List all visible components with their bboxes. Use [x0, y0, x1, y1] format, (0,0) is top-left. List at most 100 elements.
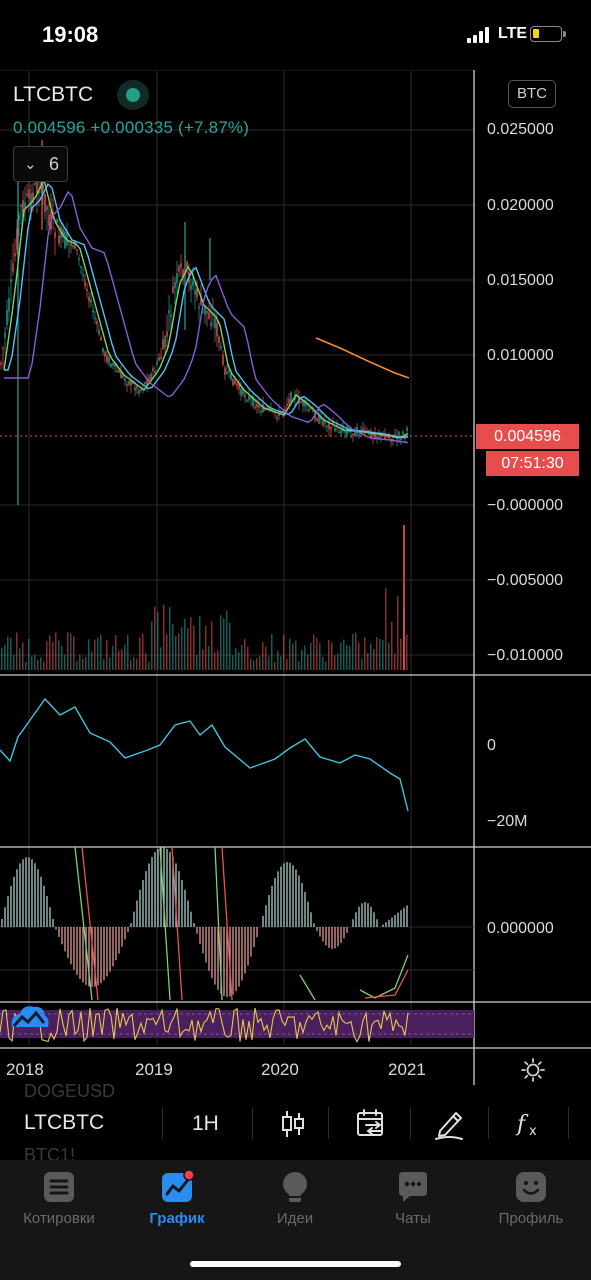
volume-bar — [112, 645, 114, 670]
volume-bar — [349, 645, 351, 670]
candle-body — [6, 309, 8, 326]
candle-body — [170, 314, 172, 317]
change-value: +0.000335 — [90, 118, 174, 137]
candle-body — [14, 252, 16, 257]
price-chart[interactable] — [0, 70, 591, 1085]
candle-body — [44, 193, 46, 212]
candle-body — [130, 379, 132, 386]
volume-bar — [19, 648, 21, 670]
candle-body — [116, 370, 118, 373]
volume-bar — [322, 656, 324, 670]
candle-body — [76, 249, 78, 251]
chart-toolbar: DOGEUSD BTC1! LTCBTC 1H f x — [0, 1081, 591, 1165]
volume-bar — [328, 639, 330, 670]
candle-body — [346, 429, 348, 435]
volume-bar — [376, 637, 378, 670]
candle-body — [286, 404, 288, 406]
tab-profile[interactable]: Профиль — [472, 1170, 590, 1240]
volume-bar — [274, 661, 276, 670]
volume-bar — [49, 635, 51, 670]
market-status-dot — [117, 80, 149, 110]
candle-body — [222, 355, 224, 365]
candle-body — [352, 433, 354, 436]
volume-bar — [130, 659, 132, 670]
candle-body — [354, 428, 356, 437]
volume-bar — [55, 632, 57, 670]
candle-body — [260, 410, 262, 413]
volume-bar — [85, 656, 87, 670]
candle-body — [336, 424, 338, 427]
compare-icon[interactable] — [354, 1107, 388, 1141]
price-change: 0.004596 +0.000335 (+7.87%) — [13, 118, 249, 138]
candle-body — [240, 388, 242, 396]
volume-bar — [214, 652, 216, 670]
candle-body — [36, 180, 38, 193]
chart-area[interactable]: LTCBTC 0.004596 +0.000335 (+7.87%) ⌄ 6 B… — [0, 70, 591, 1085]
interval-selector[interactable]: 1H — [192, 1112, 219, 1135]
candle-body — [110, 363, 112, 367]
status-bar: 19:08 LTE — [0, 0, 591, 70]
volume-bar — [400, 638, 402, 670]
candle-body — [18, 214, 20, 221]
tab-ideas[interactable]: Идеи — [236, 1170, 354, 1240]
volume-bar — [298, 661, 300, 670]
candle-body — [338, 431, 340, 434]
volume-bar — [268, 656, 270, 670]
chart-symbol[interactable]: LTCBTC — [13, 83, 94, 106]
volume-bar — [157, 611, 159, 670]
volume-bar — [154, 606, 156, 670]
candle-body — [198, 306, 200, 309]
candle-body — [194, 290, 196, 295]
candle-body — [396, 436, 398, 440]
currency-badge[interactable]: BTC — [508, 80, 556, 108]
volume-bar — [244, 639, 246, 670]
last-price: 0.004596 — [13, 118, 86, 137]
indicators-toggle-button[interactable]: ⌄ 6 — [13, 146, 68, 182]
volume-bar — [16, 632, 18, 670]
candle-body — [344, 430, 346, 433]
volume-bar — [286, 658, 288, 670]
volume-bar — [190, 617, 192, 670]
candle-body — [70, 242, 72, 246]
volume-bar — [388, 642, 390, 670]
volume-bar — [184, 618, 186, 670]
indicators-fx-icon[interactable]: f x — [512, 1107, 546, 1141]
candle-body — [66, 231, 68, 246]
price-axis-label: −0.000000 — [487, 497, 564, 514]
tab-chart[interactable]: График — [118, 1170, 236, 1240]
volume-bar — [43, 661, 45, 670]
candle-body — [330, 427, 332, 430]
candle-body — [372, 433, 374, 437]
volume-bar — [352, 633, 354, 670]
candle-body — [178, 266, 180, 272]
candle-body — [300, 401, 302, 404]
candle-body — [2, 347, 4, 350]
candle-body — [122, 375, 124, 378]
symbol-selector[interactable]: LTCBTC — [24, 1111, 105, 1134]
settings-gear-icon[interactable] — [520, 1057, 546, 1083]
candle-body — [152, 368, 154, 372]
tab-label: График — [149, 1210, 205, 1227]
volume-bar — [136, 658, 138, 670]
candle-body — [124, 378, 126, 382]
candle-body — [196, 288, 198, 297]
price-axis-label: 0.015000 — [487, 272, 554, 289]
volume-bar — [118, 651, 120, 670]
candle-body — [264, 409, 266, 411]
candle-body — [136, 385, 138, 389]
tab-chats[interactable]: Чаты — [354, 1170, 472, 1240]
volume-bar — [307, 654, 309, 670]
tab-quotes[interactable]: Котировки — [0, 1170, 118, 1240]
candlestick-icon[interactable] — [276, 1107, 310, 1141]
ideas-bulb-icon — [283, 1172, 307, 1202]
candle-body — [108, 357, 110, 364]
candle-body — [238, 383, 240, 390]
candle-body — [304, 400, 306, 407]
drawing-pen-icon[interactable] — [432, 1107, 466, 1141]
volume-bar — [37, 659, 39, 670]
status-time: 19:08 — [42, 22, 99, 47]
candle-body — [236, 383, 238, 386]
volume-bar — [106, 639, 108, 670]
candle-body — [398, 431, 400, 436]
volume-bar — [151, 621, 153, 670]
